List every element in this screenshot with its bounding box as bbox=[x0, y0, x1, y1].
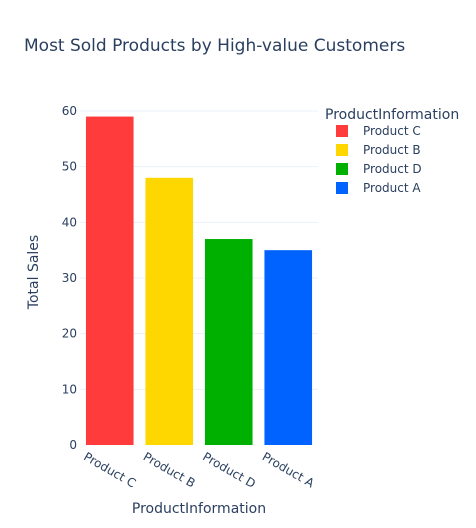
bar-product-c bbox=[85, 116, 134, 446]
legend-swatch bbox=[336, 125, 348, 137]
y-tick-label: 60 bbox=[62, 104, 77, 118]
y-tick-label: 20 bbox=[62, 327, 77, 341]
legend-entry: Product B bbox=[363, 143, 421, 157]
x-axis-title: ProductInformation bbox=[132, 501, 266, 517]
x-tick-labels: Product C Product B Product D Product A bbox=[81, 449, 317, 490]
chart-title: Most Sold Products by High-value Custome… bbox=[24, 36, 405, 56]
legend-swatch bbox=[336, 163, 348, 175]
y-tick-label: 50 bbox=[62, 160, 77, 174]
legend-title: ProductInformation bbox=[325, 107, 459, 123]
x-tick-label: Product B bbox=[141, 449, 198, 490]
y-tick-label: 30 bbox=[62, 271, 77, 285]
legend-swatch bbox=[336, 182, 348, 194]
legend-items: Product C Product B Product D Product A bbox=[336, 124, 422, 195]
x-tick-label: Product C bbox=[81, 449, 138, 490]
bar-product-a bbox=[264, 250, 313, 445]
y-tick-label: 0 bbox=[69, 438, 77, 452]
bar-product-b bbox=[145, 177, 194, 446]
y-tick-labels: 0 10 20 30 40 50 60 bbox=[62, 104, 77, 452]
x-tick-label: Product A bbox=[260, 449, 318, 490]
y-axis-title: Total Sales bbox=[26, 235, 42, 310]
y-tick-label: 10 bbox=[62, 382, 77, 396]
legend-entry: Product C bbox=[363, 124, 421, 138]
x-tick-label: Product D bbox=[200, 449, 258, 490]
y-tick-label: 40 bbox=[62, 215, 77, 229]
legend-entry: Product D bbox=[363, 162, 422, 176]
bars bbox=[85, 116, 313, 446]
legend-swatch bbox=[336, 144, 348, 156]
bar-product-d bbox=[204, 239, 253, 445]
legend-entry: Product A bbox=[363, 181, 421, 195]
